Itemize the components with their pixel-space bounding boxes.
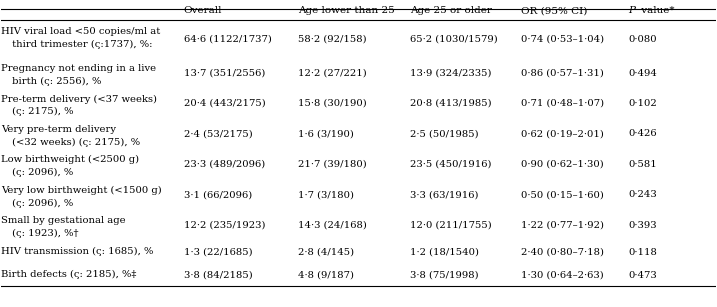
Text: 12·2 (27/221): 12·2 (27/221) <box>298 68 366 78</box>
Text: 0·62 (0·19–2·01): 0·62 (0·19–2·01) <box>521 129 604 138</box>
Text: 65·2 (1030/1579): 65·2 (1030/1579) <box>410 35 498 44</box>
Text: 0·90 (0·62–1·30): 0·90 (0·62–1·30) <box>521 160 604 169</box>
Text: Age lower than 25: Age lower than 25 <box>298 6 394 15</box>
Text: Age 25 or older: Age 25 or older <box>410 6 492 15</box>
Text: 20·8 (413/1985): 20·8 (413/1985) <box>410 99 492 108</box>
Text: Small by gestational age: Small by gestational age <box>1 216 126 225</box>
Text: Birth defects (ς: 2185), %‡: Birth defects (ς: 2185), %‡ <box>1 270 137 279</box>
Text: 12·2 (235/1923): 12·2 (235/1923) <box>184 221 265 230</box>
Text: 12·0 (211/1755): 12·0 (211/1755) <box>410 221 492 230</box>
Text: 20·4 (443/2175): 20·4 (443/2175) <box>184 99 265 108</box>
Text: 0·102: 0·102 <box>629 99 657 108</box>
Text: (ς: 1923), %†: (ς: 1923), %† <box>9 229 78 238</box>
Text: 0·74 (0·53–1·04): 0·74 (0·53–1·04) <box>521 35 604 44</box>
Text: value*: value* <box>637 6 674 15</box>
Text: (ς: 2175), %: (ς: 2175), % <box>9 107 73 116</box>
Text: Overall: Overall <box>184 6 222 15</box>
Text: Low birthweight (<2500 g): Low birthweight (<2500 g) <box>1 155 140 165</box>
Text: 1·2 (18/1540): 1·2 (18/1540) <box>410 247 479 257</box>
Text: 3·8 (84/2185): 3·8 (84/2185) <box>184 271 252 280</box>
Text: Very low birthweight (<1500 g): Very low birthweight (<1500 g) <box>1 186 162 195</box>
Text: 1·3 (22/1685): 1·3 (22/1685) <box>184 247 252 257</box>
Text: 0·393: 0·393 <box>629 221 657 230</box>
Text: Very pre-term delivery: Very pre-term delivery <box>1 125 116 134</box>
Text: 0·080: 0·080 <box>629 35 657 44</box>
Text: 0·86 (0·57–1·31): 0·86 (0·57–1·31) <box>521 68 604 78</box>
Text: 0·118: 0·118 <box>629 247 657 257</box>
Text: 0·473: 0·473 <box>629 271 657 280</box>
Text: 13·9 (324/2335): 13·9 (324/2335) <box>410 68 491 78</box>
Text: (ς: 2096), %: (ς: 2096), % <box>9 168 73 177</box>
Text: 1·30 (0·64–2·63): 1·30 (0·64–2·63) <box>521 271 604 280</box>
Text: OR (95% CI): OR (95% CI) <box>521 6 587 15</box>
Text: birth (ς: 2556), %: birth (ς: 2556), % <box>9 77 101 86</box>
Text: 64·6 (1122/1737): 64·6 (1122/1737) <box>184 35 272 44</box>
Text: 2·40 (0·80–7·18): 2·40 (0·80–7·18) <box>521 247 604 257</box>
Text: Pregnancy not ending in a live: Pregnancy not ending in a live <box>1 64 156 73</box>
Text: HIV viral load <50 copies/ml at: HIV viral load <50 copies/ml at <box>1 27 161 36</box>
Text: 1·6 (3/190): 1·6 (3/190) <box>298 129 353 138</box>
Text: 0·426: 0·426 <box>629 129 657 138</box>
Text: third trimester (ς:1737), %:: third trimester (ς:1737), %: <box>9 39 152 49</box>
Text: 2·4 (53/2175): 2·4 (53/2175) <box>184 129 252 138</box>
Text: 0·71 (0·48–1·07): 0·71 (0·48–1·07) <box>521 99 604 108</box>
Text: 0·50 (0·15–1·60): 0·50 (0·15–1·60) <box>521 190 604 199</box>
Text: 3·1 (66/2096): 3·1 (66/2096) <box>184 190 252 199</box>
Text: 4·8 (9/187): 4·8 (9/187) <box>298 271 353 280</box>
Text: 58·2 (92/158): 58·2 (92/158) <box>298 35 366 44</box>
Text: 1·7 (3/180): 1·7 (3/180) <box>298 190 353 199</box>
Text: HIV transmission (ς: 1685), %: HIV transmission (ς: 1685), % <box>1 247 153 256</box>
Text: (ς: 2096), %: (ς: 2096), % <box>9 199 73 208</box>
Text: 21·7 (39/180): 21·7 (39/180) <box>298 160 366 169</box>
Text: 0·494: 0·494 <box>629 68 657 78</box>
Text: 2·8 (4/145): 2·8 (4/145) <box>298 247 354 257</box>
Text: Pre-term delivery (<37 weeks): Pre-term delivery (<37 weeks) <box>1 95 158 103</box>
Text: 15·8 (30/190): 15·8 (30/190) <box>298 99 366 108</box>
Text: 2·5 (50/1985): 2·5 (50/1985) <box>410 129 478 138</box>
Text: 1·22 (0·77–1·92): 1·22 (0·77–1·92) <box>521 221 604 230</box>
Text: 3·3 (63/1916): 3·3 (63/1916) <box>410 190 478 199</box>
Text: P: P <box>629 6 635 15</box>
Text: (<32 weeks) (ς: 2175), %: (<32 weeks) (ς: 2175), % <box>9 138 140 147</box>
Text: 13·7 (351/2556): 13·7 (351/2556) <box>184 68 265 78</box>
Text: 14·3 (24/168): 14·3 (24/168) <box>298 221 366 230</box>
Text: 0·581: 0·581 <box>629 160 657 169</box>
Text: 23·3 (489/2096): 23·3 (489/2096) <box>184 160 265 169</box>
Text: 23·5 (450/1916): 23·5 (450/1916) <box>410 160 491 169</box>
Text: 3·8 (75/1998): 3·8 (75/1998) <box>410 271 478 280</box>
Text: 0·243: 0·243 <box>629 190 657 199</box>
